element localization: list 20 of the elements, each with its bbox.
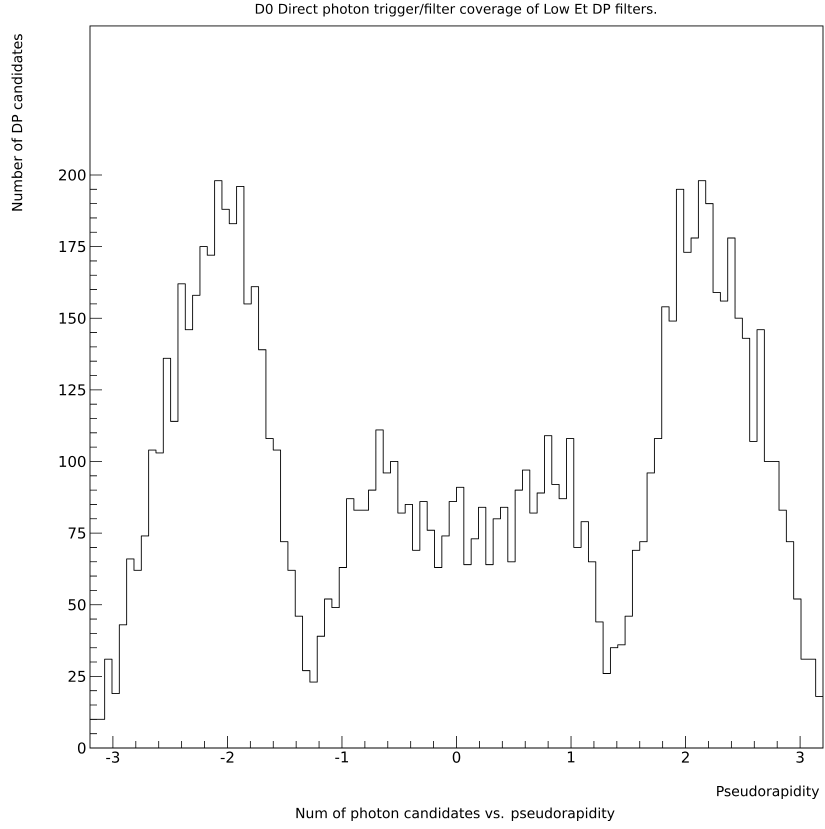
y-tick-label: 50 — [68, 599, 86, 610]
y-tick-label: 25 — [68, 670, 86, 682]
y-tick-label: 75 — [68, 528, 86, 539]
y-tick-label: 125 — [60, 384, 86, 396]
x-tick-label: 0 — [452, 752, 460, 763]
x-tick-label: -2 — [220, 752, 234, 763]
x-axis-title: Pseudorapidity — [717, 786, 820, 800]
x-tick-label: 3 — [796, 752, 804, 763]
x-tick-label: -1 — [335, 752, 348, 762]
x-tick-label: 2 — [682, 752, 689, 763]
x-tick-label: -3 — [106, 752, 120, 763]
text: Num of photon candidates vs. pseudorapidity — [296, 808, 615, 822]
x-tick-label: 1 — [568, 752, 574, 762]
y-tick-label: 0 — [78, 742, 86, 754]
y-tick-label: 150 — [60, 312, 86, 324]
chart-title: D0 Direct photon trigger/filter coverage of Low Et DP filters. — [256, 3, 656, 16]
y-tick-label: 175 — [60, 241, 86, 252]
y-tick-label: 200 — [59, 169, 86, 181]
y-axis-title: Number of DP candidates — [12, 34, 22, 211]
y-tick-label: 100 — [60, 456, 86, 468]
